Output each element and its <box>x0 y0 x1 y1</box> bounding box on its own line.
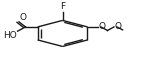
Text: O: O <box>98 22 105 31</box>
Text: O: O <box>114 22 121 31</box>
Text: F: F <box>60 2 65 11</box>
Text: O: O <box>20 13 27 22</box>
Text: HO: HO <box>3 31 17 40</box>
